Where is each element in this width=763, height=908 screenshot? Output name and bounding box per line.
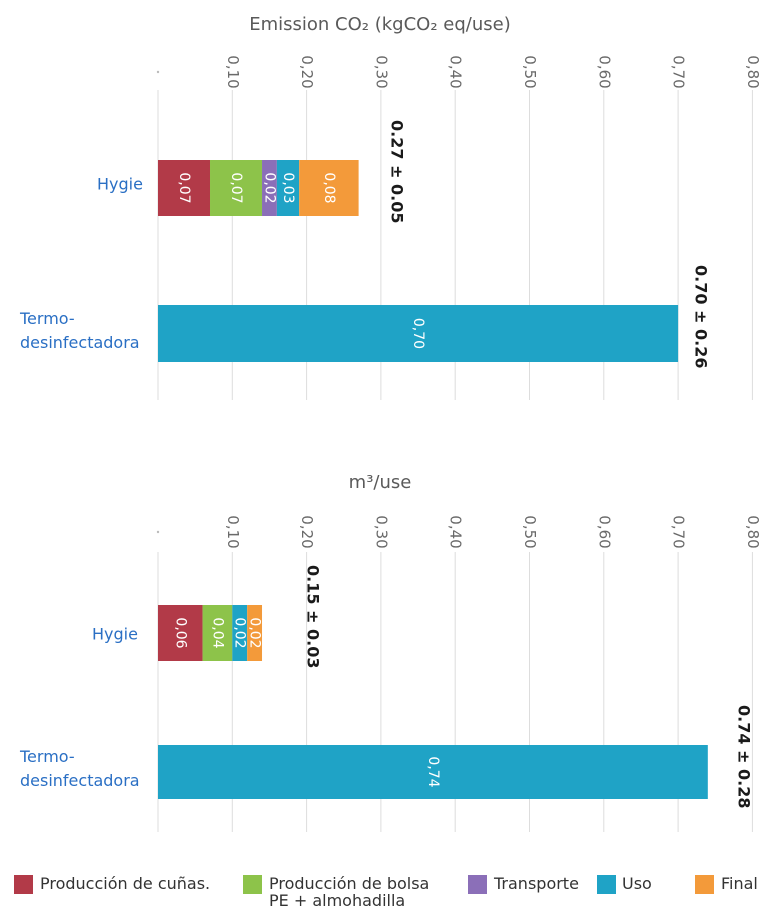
bar-segment	[276, 160, 300, 216]
legend-label: Producción de bolsa	[269, 874, 429, 893]
tick-label: 0,20	[298, 55, 316, 88]
tick-label: 0,50	[521, 515, 539, 548]
tick-label: 0,30	[372, 55, 390, 88]
tick-label: 0,40	[447, 515, 465, 548]
total-label: 0.15 ± 0.03	[304, 565, 323, 669]
tick-label: 0,40	[447, 55, 465, 88]
bar-segment	[158, 745, 708, 799]
legend-swatch	[468, 875, 487, 894]
category-label: desinfectadora	[20, 771, 140, 790]
segment-label: 0,02	[261, 172, 277, 203]
category-label: Termo-	[19, 309, 75, 328]
bar-segment	[299, 160, 359, 216]
legend-swatch	[695, 875, 714, 894]
chart-title: m³/use	[349, 472, 412, 493]
tick-label: 0,10	[224, 55, 242, 88]
segment-label: 0,07	[228, 172, 244, 203]
category-label: Termo-	[19, 747, 75, 766]
category-label: Hygie	[97, 175, 143, 194]
tick-label: 0,30	[372, 515, 390, 548]
legend-label: PE + almohadilla	[269, 891, 405, 908]
bar-segment	[210, 160, 263, 216]
bar-segment	[262, 160, 277, 216]
legend-label: Transporte	[493, 874, 579, 893]
segment-label: 0,02	[247, 617, 263, 648]
legend-label: Producción de cuñas.	[40, 874, 210, 893]
tick-dot	[156, 530, 160, 534]
total-label: 0.70 ± 0.26	[692, 265, 711, 369]
legend-swatch	[243, 875, 262, 894]
tick-label: 0,50	[521, 55, 539, 88]
tick-label: 0,10	[224, 515, 242, 548]
tick-dot	[156, 70, 160, 74]
bar-segment	[247, 605, 263, 661]
bar-segment	[202, 605, 233, 661]
segment-label: 0,70	[410, 318, 426, 349]
segment-label: 0,08	[321, 172, 337, 203]
legend-label: Uso	[622, 874, 652, 893]
tick-label: 0,20	[298, 515, 316, 548]
category-label: desinfectadora	[20, 333, 140, 352]
legend-label: Final	[721, 874, 758, 893]
bar-segment	[158, 160, 211, 216]
total-label: 0.27 ± 0.05	[388, 120, 407, 224]
legend-swatch	[14, 875, 33, 894]
segment-label: 0,06	[172, 617, 188, 648]
legend-swatch	[597, 875, 616, 894]
segment-label: 0,03	[280, 172, 296, 203]
tick-label: 0,60	[595, 55, 613, 88]
category-label: Hygie	[92, 625, 138, 644]
segment-label: 0,74	[425, 756, 441, 787]
tick-label: 0,60	[595, 515, 613, 548]
segment-label: 0,07	[176, 172, 192, 203]
tick-label: 0,70	[670, 55, 688, 88]
tick-label: 0,80	[744, 515, 762, 548]
tick-label: 0,80	[744, 55, 762, 88]
bar-segment	[158, 605, 203, 661]
segment-label: 0,04	[209, 617, 225, 648]
bar-segment	[158, 305, 679, 362]
tick-label: 0,70	[670, 515, 688, 548]
bar-segment	[232, 605, 248, 661]
chart-title: Emission CO₂ (kgCO₂ eq/use)	[249, 14, 510, 35]
total-label: 0.74 ± 0.28	[735, 705, 754, 809]
segment-label: 0,02	[232, 617, 248, 648]
